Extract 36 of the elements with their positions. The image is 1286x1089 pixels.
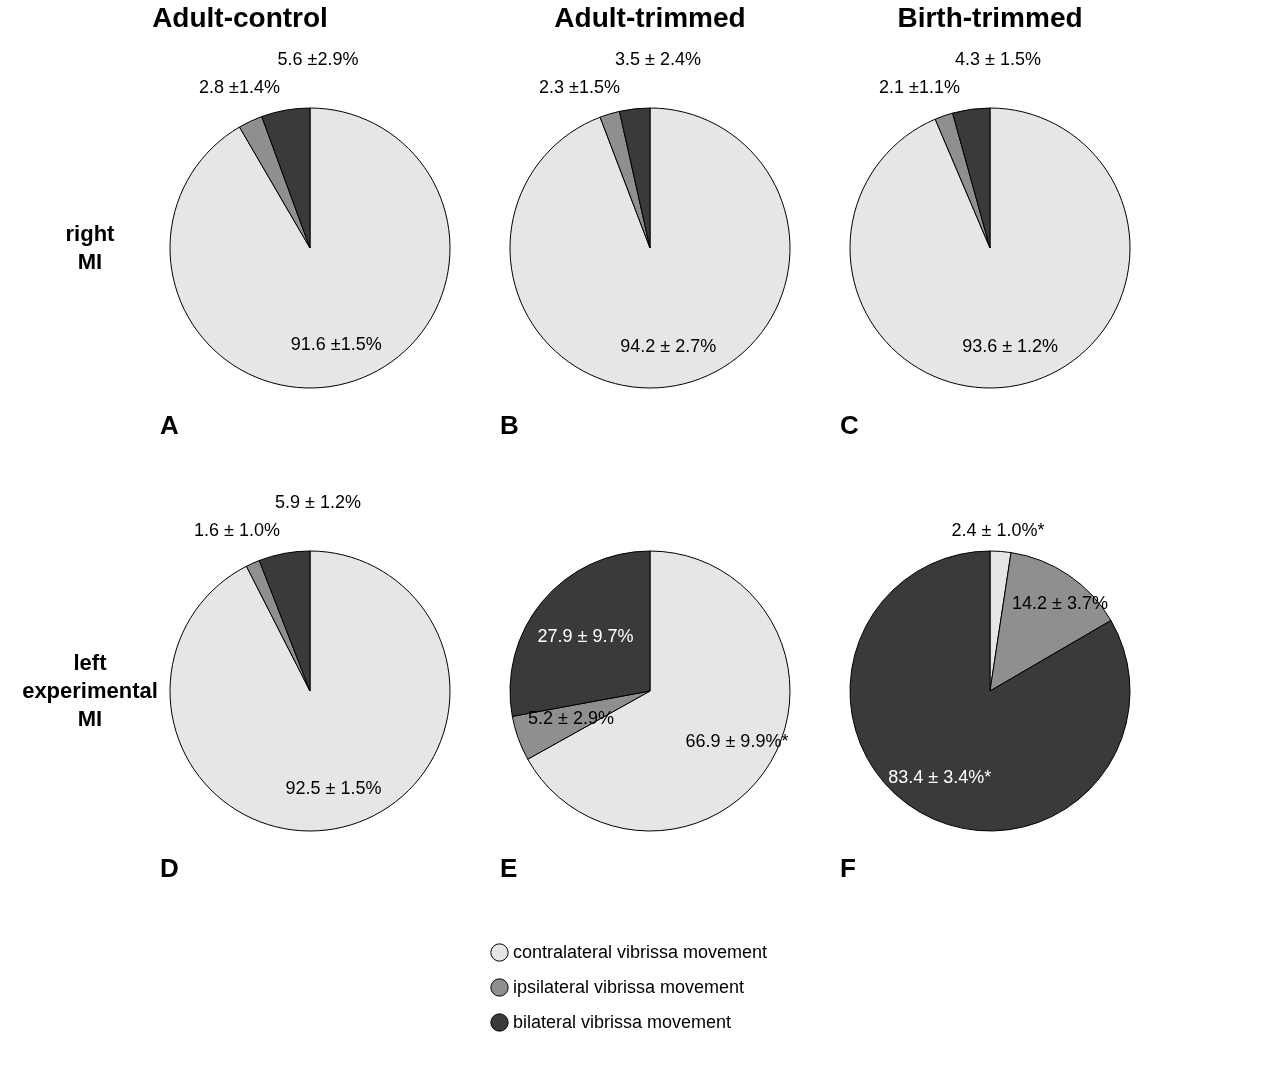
data-label: 66.9 ± 9.9%*	[685, 731, 789, 752]
data-label: 27.9 ± 9.7%	[537, 626, 634, 647]
text: D	[160, 853, 179, 883]
text: left experimental MI	[22, 650, 158, 731]
pie-slice	[169, 550, 451, 832]
legend-label: ipsilateral vibrissa movement	[513, 976, 745, 997]
pie-slice	[599, 110, 651, 249]
pie-slice	[849, 550, 1131, 832]
data-label: 2.3 ±1.5%	[539, 77, 620, 97]
data-label: 2.4 ± 1.0%*	[951, 520, 1045, 540]
text: C	[840, 410, 859, 440]
data-label: 5.6 ±2.9%	[277, 49, 359, 69]
data-label: 94.2 ± 2.7%	[620, 336, 717, 357]
pie-slice	[509, 107, 791, 389]
text: right MI	[65, 221, 116, 274]
data-label: 2.1 ±1.1%	[879, 77, 960, 97]
chart-title: Adult-control	[152, 2, 328, 33]
data-label: 3.5 ± 2.4%	[615, 49, 701, 69]
data-label: 1.6 ± 1.0%	[194, 520, 280, 540]
text: A	[160, 410, 179, 440]
data-label: 2.8 ±1.4%	[199, 77, 280, 97]
data-label: 5.9 ± 1.2%	[275, 492, 361, 512]
text: E	[500, 853, 518, 883]
chart-title: Birth-trimmed	[897, 2, 1083, 33]
data-label: 92.5 ± 1.5%	[285, 778, 382, 799]
data-label: 83.4 ± 3.4%*	[888, 767, 992, 788]
legend-label: bilateral vibrissa movement	[513, 1011, 732, 1032]
text: F	[840, 853, 856, 883]
data-label: 4.3 ± 1.5%	[955, 49, 1041, 69]
text: B	[500, 410, 519, 440]
pie-slice	[849, 107, 1131, 389]
chart-title: Adult-trimmed	[554, 2, 746, 33]
pie-slice	[169, 107, 451, 389]
data-label: 91.6 ±1.5%	[290, 334, 382, 355]
legend-label: contralateral vibrissa movement	[513, 941, 768, 962]
data-label: 93.6 ± 1.2%	[962, 335, 1059, 356]
